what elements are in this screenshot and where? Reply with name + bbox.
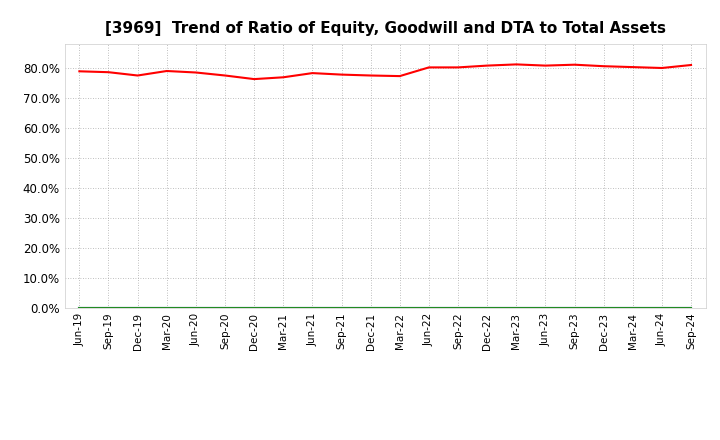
Equity xyxy=(220,73,229,78)
Deferred Tax Assets xyxy=(133,305,142,311)
Equity xyxy=(425,65,433,70)
Goodwill xyxy=(366,305,375,311)
Equity xyxy=(395,73,404,79)
Deferred Tax Assets xyxy=(279,305,287,311)
Equity xyxy=(250,77,258,82)
Equity xyxy=(570,62,579,67)
Deferred Tax Assets xyxy=(599,305,608,311)
Deferred Tax Assets xyxy=(308,305,317,311)
Goodwill xyxy=(454,305,462,311)
Equity xyxy=(279,75,287,80)
Goodwill xyxy=(425,305,433,311)
Goodwill xyxy=(483,305,492,311)
Goodwill xyxy=(279,305,287,311)
Equity xyxy=(308,70,317,76)
Equity xyxy=(192,70,200,75)
Deferred Tax Assets xyxy=(163,305,171,311)
Deferred Tax Assets xyxy=(541,305,550,311)
Goodwill xyxy=(599,305,608,311)
Goodwill xyxy=(337,305,346,311)
Goodwill xyxy=(192,305,200,311)
Deferred Tax Assets xyxy=(425,305,433,311)
Equity xyxy=(75,69,84,74)
Equity xyxy=(337,72,346,77)
Deferred Tax Assets xyxy=(687,305,696,311)
Goodwill xyxy=(570,305,579,311)
Deferred Tax Assets xyxy=(104,305,113,311)
Deferred Tax Assets xyxy=(192,305,200,311)
Deferred Tax Assets xyxy=(570,305,579,311)
Equity xyxy=(629,64,637,70)
Goodwill xyxy=(687,305,696,311)
Goodwill xyxy=(657,305,666,311)
Equity xyxy=(483,63,492,68)
Equity xyxy=(657,66,666,71)
Equity xyxy=(541,63,550,68)
Goodwill xyxy=(104,305,113,311)
Deferred Tax Assets xyxy=(629,305,637,311)
Deferred Tax Assets xyxy=(454,305,462,311)
Equity xyxy=(454,65,462,70)
Deferred Tax Assets xyxy=(483,305,492,311)
Line: Equity: Equity xyxy=(79,64,691,79)
Equity xyxy=(512,62,521,67)
Deferred Tax Assets xyxy=(220,305,229,311)
Goodwill xyxy=(75,305,84,311)
Goodwill xyxy=(629,305,637,311)
Title: [3969]  Trend of Ratio of Equity, Goodwill and DTA to Total Assets: [3969] Trend of Ratio of Equity, Goodwil… xyxy=(104,21,666,36)
Equity xyxy=(104,70,113,75)
Goodwill xyxy=(395,305,404,311)
Equity xyxy=(133,73,142,78)
Goodwill xyxy=(541,305,550,311)
Deferred Tax Assets xyxy=(366,305,375,311)
Deferred Tax Assets xyxy=(512,305,521,311)
Deferred Tax Assets xyxy=(395,305,404,311)
Goodwill xyxy=(133,305,142,311)
Deferred Tax Assets xyxy=(250,305,258,311)
Equity xyxy=(366,73,375,78)
Goodwill xyxy=(512,305,521,311)
Goodwill xyxy=(163,305,171,311)
Equity xyxy=(163,68,171,73)
Goodwill xyxy=(220,305,229,311)
Goodwill xyxy=(250,305,258,311)
Deferred Tax Assets xyxy=(337,305,346,311)
Goodwill xyxy=(308,305,317,311)
Deferred Tax Assets xyxy=(657,305,666,311)
Equity xyxy=(687,62,696,68)
Deferred Tax Assets xyxy=(75,305,84,311)
Equity xyxy=(599,63,608,69)
